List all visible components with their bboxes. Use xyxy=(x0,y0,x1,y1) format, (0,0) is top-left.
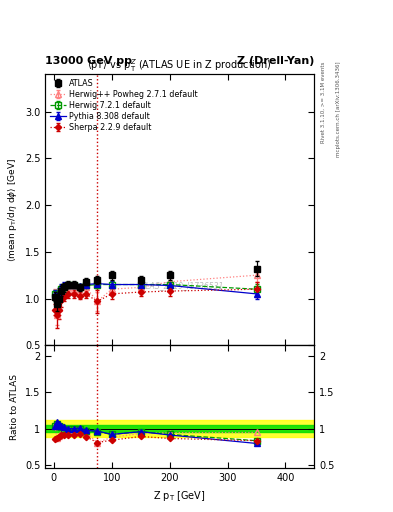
Text: Z (Drell-Yan): Z (Drell-Yan) xyxy=(237,56,314,66)
Text: ATLAS_2019_I1736531: ATLAS_2019_I1736531 xyxy=(136,281,224,290)
X-axis label: Z p$_\mathregular{T}$ [GeV]: Z p$_\mathregular{T}$ [GeV] xyxy=(153,489,206,503)
Legend: ATLAS, Herwig++ Powheg 2.7.1 default, Herwig 7.2.1 default, Pythia 8.308 default: ATLAS, Herwig++ Powheg 2.7.1 default, He… xyxy=(48,77,200,134)
Text: mcplots.cern.ch [arXiv:1306.3436]: mcplots.cern.ch [arXiv:1306.3436] xyxy=(336,61,341,157)
Y-axis label: $\langle$mean p$_\mathregular{T}$/d$\eta$ d$\phi\rangle$ [GeV]: $\langle$mean p$_\mathregular{T}$/d$\eta… xyxy=(6,158,19,262)
Title: $\langle$pT$\rangle$ vs p$^Z_\mathregular{T}$ (ATLAS UE in Z production): $\langle$pT$\rangle$ vs p$^Z_\mathregula… xyxy=(88,57,272,74)
Text: Rivet 3.1.10, >= 3.1M events: Rivet 3.1.10, >= 3.1M events xyxy=(320,61,325,143)
Bar xyxy=(45,425,314,432)
Y-axis label: Ratio to ATLAS: Ratio to ATLAS xyxy=(10,374,19,440)
Bar xyxy=(45,420,314,437)
Text: 13000 GeV pp: 13000 GeV pp xyxy=(45,56,132,66)
